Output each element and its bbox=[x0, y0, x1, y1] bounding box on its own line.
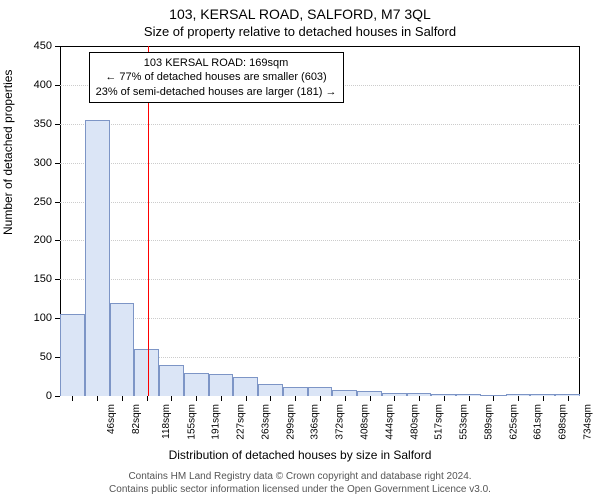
ytick-label: 150 bbox=[12, 273, 52, 285]
histogram-bar bbox=[110, 303, 135, 396]
xtick-mark bbox=[72, 396, 73, 401]
ytick-mark bbox=[55, 202, 60, 203]
xtick-label: 227sqm bbox=[236, 404, 247, 440]
xtick-mark bbox=[394, 396, 395, 401]
gridline bbox=[60, 124, 580, 125]
gridline bbox=[60, 240, 580, 241]
xtick-label: 155sqm bbox=[186, 404, 197, 440]
y-axis-label: Number of detached properties bbox=[1, 70, 15, 235]
xtick-label: 263sqm bbox=[261, 404, 272, 440]
xtick-mark bbox=[246, 396, 247, 401]
xtick-label: 734sqm bbox=[582, 404, 593, 440]
footer-line-1: Contains HM Land Registry data © Crown c… bbox=[128, 471, 471, 482]
xtick-label: 553sqm bbox=[459, 404, 470, 440]
histogram-bar bbox=[258, 384, 283, 396]
histogram-bar bbox=[159, 365, 184, 396]
ytick-label: 300 bbox=[12, 157, 52, 169]
xtick-label: 299sqm bbox=[285, 404, 296, 440]
xtick-mark bbox=[320, 396, 321, 401]
xtick-label: 444sqm bbox=[384, 404, 395, 440]
xtick-label: 698sqm bbox=[558, 404, 569, 440]
xtick-mark bbox=[122, 396, 123, 401]
title-subtitle: Size of property relative to detached ho… bbox=[0, 24, 600, 39]
ytick-mark bbox=[55, 396, 60, 397]
xtick-label: 118sqm bbox=[161, 404, 172, 439]
histogram-bar bbox=[85, 120, 110, 396]
xtick-label: 408sqm bbox=[360, 404, 371, 440]
xtick-mark bbox=[444, 396, 445, 401]
xtick-mark bbox=[419, 396, 420, 401]
histogram-bar bbox=[60, 314, 85, 396]
annotation-box: 103 KERSAL ROAD: 169sqm ← 77% of detached… bbox=[89, 52, 344, 103]
ytick-mark bbox=[55, 163, 60, 164]
plot-area: 05010015020025030035040045046sqm82sqm118… bbox=[60, 46, 580, 396]
xtick-mark bbox=[97, 396, 98, 401]
xtick-mark bbox=[543, 396, 544, 401]
ytick-label: 450 bbox=[12, 40, 52, 52]
ytick-mark bbox=[55, 46, 60, 47]
gridline bbox=[60, 279, 580, 280]
xtick-mark bbox=[171, 396, 172, 401]
chart-container: 103, KERSAL ROAD, SALFORD, M7 3QL Size o… bbox=[0, 0, 600, 500]
xtick-label: 517sqm bbox=[434, 404, 445, 440]
histogram-bar bbox=[283, 387, 308, 396]
xtick-label: 480sqm bbox=[409, 404, 420, 440]
xtick-mark bbox=[147, 396, 148, 401]
histogram-bar bbox=[134, 349, 159, 396]
xtick-mark bbox=[221, 396, 222, 401]
histogram-bar bbox=[184, 373, 209, 396]
gridline bbox=[60, 318, 580, 319]
ytick-mark bbox=[55, 240, 60, 241]
xtick-label: 625sqm bbox=[508, 404, 519, 440]
annotation-line-2: ← 77% of detached houses are smaller (60… bbox=[105, 71, 326, 83]
histogram-bar bbox=[308, 387, 333, 396]
histogram-bar bbox=[233, 377, 258, 396]
xtick-mark bbox=[469, 396, 470, 401]
xtick-label: 372sqm bbox=[335, 404, 346, 440]
ytick-label: 100 bbox=[12, 312, 52, 324]
xtick-label: 191sqm bbox=[211, 404, 222, 440]
annotation-line-1: 103 KERSAL ROAD: 169sqm bbox=[144, 57, 289, 69]
xtick-label: 336sqm bbox=[310, 404, 321, 440]
xtick-mark bbox=[270, 396, 271, 401]
ytick-mark bbox=[55, 85, 60, 86]
annotation-line-3: 23% of semi-detached houses are larger (… bbox=[96, 86, 337, 98]
xtick-mark bbox=[345, 396, 346, 401]
x-axis-label: Distribution of detached houses by size … bbox=[0, 448, 600, 462]
footer-line-2: Contains public sector information licen… bbox=[109, 484, 491, 495]
xtick-mark bbox=[370, 396, 371, 401]
ytick-label: 400 bbox=[12, 79, 52, 91]
ytick-label: 0 bbox=[12, 390, 52, 402]
title-address: 103, KERSAL ROAD, SALFORD, M7 3QL bbox=[0, 6, 600, 22]
xtick-label: 589sqm bbox=[483, 404, 494, 440]
xtick-mark bbox=[196, 396, 197, 401]
footer: Contains HM Land Registry data © Crown c… bbox=[0, 471, 600, 496]
ytick-mark bbox=[55, 124, 60, 125]
ytick-label: 50 bbox=[12, 351, 52, 363]
xtick-label: 82sqm bbox=[131, 404, 142, 434]
ytick-label: 200 bbox=[12, 234, 52, 246]
xtick-mark bbox=[493, 396, 494, 401]
gridline bbox=[60, 202, 580, 203]
gridline bbox=[60, 163, 580, 164]
xtick-label: 46sqm bbox=[106, 404, 117, 434]
xtick-mark bbox=[568, 396, 569, 401]
ytick-mark bbox=[55, 279, 60, 280]
xtick-mark bbox=[518, 396, 519, 401]
histogram-bar bbox=[209, 374, 234, 396]
ytick-label: 350 bbox=[12, 118, 52, 130]
xtick-mark bbox=[295, 396, 296, 401]
ytick-label: 250 bbox=[12, 196, 52, 208]
xtick-label: 661sqm bbox=[533, 404, 544, 440]
